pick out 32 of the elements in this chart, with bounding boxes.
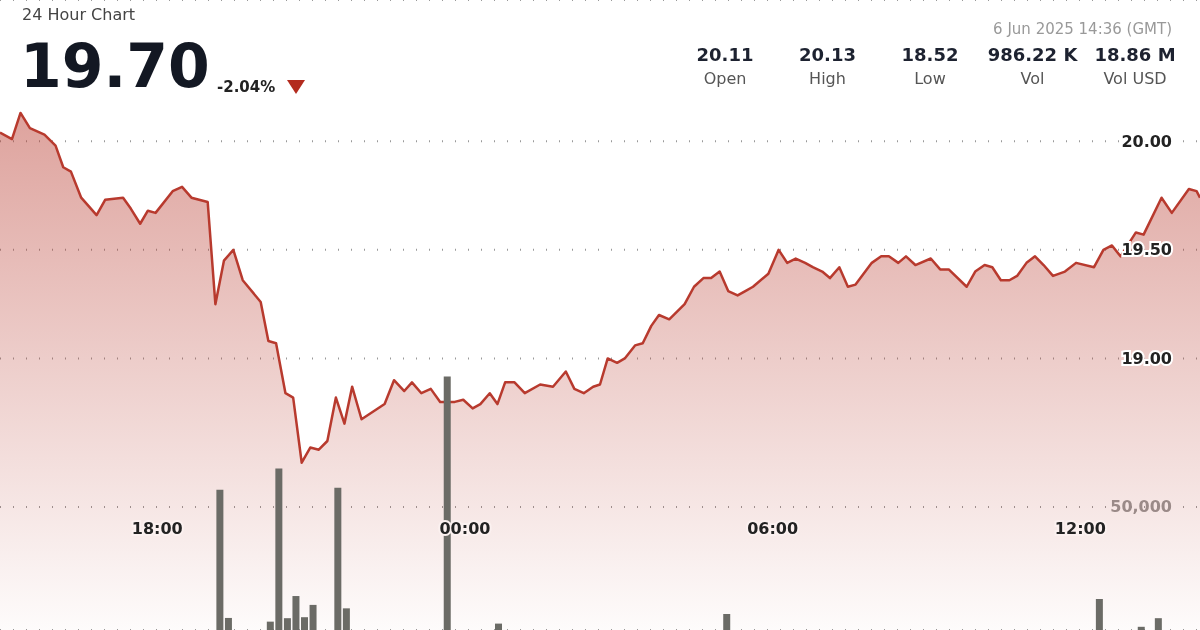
annotation: Vol USD	[1102, 69, 1168, 88]
bar	[1095, 598, 1103, 630]
y-tick-label: 19.50	[1121, 240, 1172, 260]
bar	[301, 617, 308, 630]
annotation: Vol	[1019, 69, 1046, 88]
bar	[495, 623, 503, 630]
annotation: 6 Jun 2025 14:36 (GMT)	[993, 20, 1172, 38]
text: 19.70	[20, 31, 210, 101]
annotation: 986.22 K	[986, 44, 1079, 65]
bar	[334, 487, 342, 630]
annotation: High	[808, 69, 847, 88]
y2-tick-label: 50,000	[1110, 497, 1172, 517]
bar	[1154, 618, 1162, 630]
bar	[1137, 626, 1145, 630]
y-tick-label: 20.00	[1121, 131, 1172, 151]
annotation: 20.11	[695, 44, 755, 65]
annotation: 18.86 M	[1094, 44, 1176, 65]
bar	[216, 489, 224, 630]
x-tick-label: 18:00	[131, 518, 183, 538]
annotation: 20.13	[798, 44, 857, 65]
y-tick-label: 19.00	[1121, 348, 1172, 368]
annotation: Low	[913, 69, 947, 88]
chart-title: 24 Hour Chart	[22, 5, 136, 24]
bar	[309, 604, 317, 630]
annotation: -2.04%	[217, 78, 276, 96]
bar	[342, 608, 350, 630]
bar	[723, 614, 731, 630]
x-tick-label: 12:00	[1054, 518, 1106, 538]
annotation: 18.52	[901, 44, 959, 65]
bar	[224, 617, 232, 630]
x-tick-label: 06:00	[747, 518, 799, 538]
annotation: Open	[702, 69, 748, 88]
